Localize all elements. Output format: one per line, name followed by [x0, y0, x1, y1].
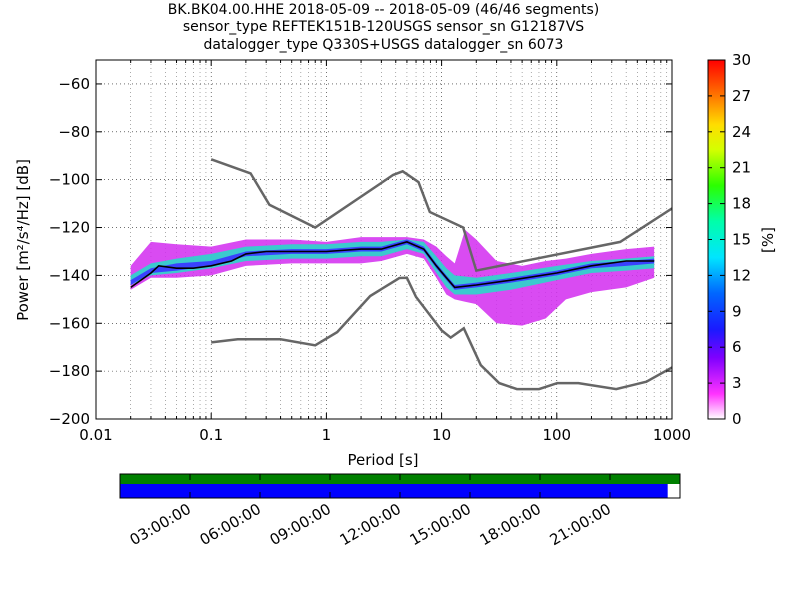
ppsd-density-heatmap	[130, 229, 655, 326]
colorbar-tick-label: 0	[732, 410, 742, 428]
colorbar-label: [%]	[759, 227, 777, 253]
x-tick-label: 0.1	[199, 426, 223, 444]
chart-title-line-1: BK.BK04.00.HHE 2018-05-09 -- 2018-05-09 …	[167, 2, 600, 18]
coverage-tick-label: 12:00:00	[337, 500, 404, 549]
colorbar-tick-label: 6	[732, 338, 742, 356]
y-tick-label: −80	[58, 123, 90, 141]
y-tick-label: −180	[49, 362, 90, 380]
y-tick-label: −160	[49, 314, 90, 332]
y-tick-label: −120	[49, 219, 90, 237]
plot-frame	[95, 59, 673, 420]
colorbar-tick-label: 18	[732, 195, 751, 213]
colorbar-tick-label: 24	[732, 123, 751, 141]
coverage-tick-label: 15:00:00	[407, 500, 474, 549]
data-coverage-bar: 03:00:00 06:00:00 09:00:00 12:00:00 15:00:00…	[119, 473, 681, 549]
axis-ticks: 0.01 0.1 1 10 100 1000 −60 −80 −100 −120 −140 −160 −…	[49, 60, 691, 444]
colorbar-tick-label: 21	[732, 159, 751, 177]
coverage-tick-label: 09:00:00	[267, 500, 334, 549]
colorbar-ticks: 0 3 6 9 12 15 18 21 24 27 30	[708, 51, 751, 428]
x-tick-label: 0.01	[79, 426, 112, 444]
y-tick-label: −140	[49, 266, 90, 284]
x-tick-label: 1	[322, 426, 332, 444]
colorbar-tick-label: 30	[732, 51, 751, 69]
x-axis-label: Period [s]	[347, 451, 418, 469]
chart-title-line-2: sensor_type REFTEK151B-120USGS sensor_sn…	[182, 19, 585, 35]
coverage-tick-label: 06:00:00	[197, 500, 264, 549]
ppsd-curves	[130, 158, 672, 391]
noise-model-high-line	[210, 158, 672, 273]
coverage-tick-label: 18:00:00	[477, 500, 544, 549]
x-tick-label: 10	[432, 426, 451, 444]
colorbar-tick-label: 12	[732, 266, 751, 284]
y-axis-label: Power [m²/s⁴/Hz] [dB]	[14, 159, 32, 321]
y-tick-label: −200	[49, 410, 90, 428]
y-tick-label: −100	[49, 171, 90, 189]
coverage-tick-label: 21:00:00	[547, 500, 614, 549]
x-tick-label: 100	[542, 426, 571, 444]
median-line	[130, 241, 655, 289]
x-tick-label: 1000	[653, 426, 691, 444]
colorbar-tick-label: 27	[732, 87, 751, 105]
coverage-data-bar	[120, 484, 668, 498]
colorbar-tick-label: 15	[732, 231, 751, 249]
colorbar-tick-label: 9	[732, 302, 742, 320]
chart-title-line-3: datalogger_type Q330S+USGS datalogger_sn…	[203, 37, 564, 53]
y-tick-label: −60	[58, 75, 90, 93]
coverage-tick-label: 03:00:00	[127, 500, 194, 549]
noise-model-low-line	[211, 276, 672, 391]
grid-lines	[96, 60, 672, 419]
colorbar-tick-label: 3	[732, 374, 742, 392]
